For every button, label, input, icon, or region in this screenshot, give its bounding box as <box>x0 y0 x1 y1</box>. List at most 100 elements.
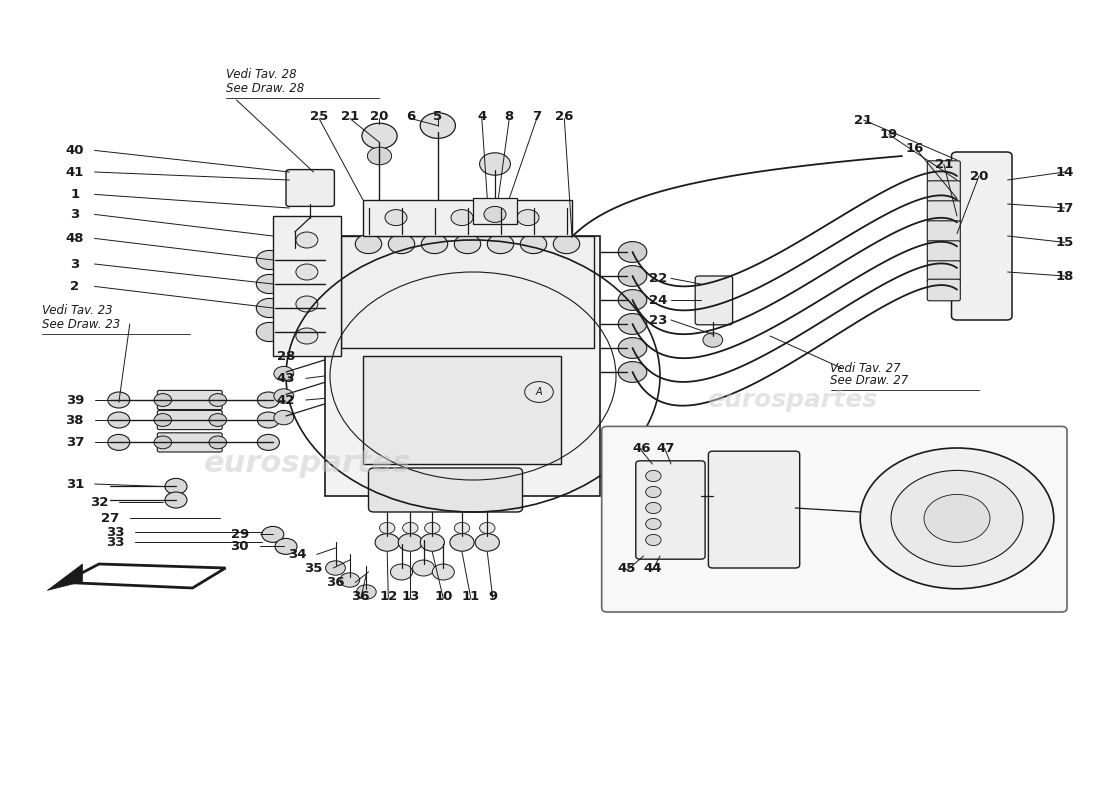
Circle shape <box>420 534 444 551</box>
Circle shape <box>646 502 661 514</box>
FancyBboxPatch shape <box>952 152 1012 320</box>
FancyBboxPatch shape <box>927 201 960 222</box>
Text: 16: 16 <box>906 142 924 154</box>
Text: 41: 41 <box>66 166 84 178</box>
Text: Vedi Tav. 28: Vedi Tav. 28 <box>226 68 296 81</box>
Text: 21: 21 <box>855 114 872 126</box>
Circle shape <box>257 434 279 450</box>
Circle shape <box>209 394 227 406</box>
Text: 9: 9 <box>488 590 497 602</box>
Circle shape <box>296 264 318 280</box>
Circle shape <box>618 338 647 358</box>
Text: 23: 23 <box>649 314 667 326</box>
FancyBboxPatch shape <box>602 426 1067 612</box>
Text: 22: 22 <box>649 272 667 285</box>
Circle shape <box>256 274 283 294</box>
Text: 37: 37 <box>66 436 84 449</box>
Text: 8: 8 <box>505 110 514 122</box>
Polygon shape <box>273 216 341 356</box>
Text: 21: 21 <box>935 158 953 170</box>
Circle shape <box>475 534 499 551</box>
Text: 3: 3 <box>70 208 79 221</box>
Text: 30: 30 <box>231 540 249 553</box>
Circle shape <box>154 414 172 426</box>
FancyBboxPatch shape <box>157 390 222 410</box>
Circle shape <box>385 210 407 226</box>
Text: 6: 6 <box>406 110 415 122</box>
FancyBboxPatch shape <box>368 468 522 512</box>
Polygon shape <box>363 356 561 464</box>
Text: 47: 47 <box>657 442 674 454</box>
Polygon shape <box>324 236 600 496</box>
Circle shape <box>274 389 294 403</box>
Polygon shape <box>341 236 594 348</box>
Text: 36: 36 <box>352 590 370 602</box>
Circle shape <box>703 333 723 347</box>
Text: 3: 3 <box>70 258 79 270</box>
Circle shape <box>618 266 647 286</box>
Text: 48: 48 <box>66 232 84 245</box>
Text: 32: 32 <box>90 496 108 509</box>
Text: 44: 44 <box>644 562 661 574</box>
Text: 40: 40 <box>66 144 84 157</box>
FancyBboxPatch shape <box>927 261 960 282</box>
Text: 34: 34 <box>288 548 306 561</box>
Circle shape <box>108 434 130 450</box>
Text: 13: 13 <box>402 590 419 602</box>
Circle shape <box>362 123 397 149</box>
Text: 14: 14 <box>1056 166 1074 178</box>
Polygon shape <box>473 198 517 224</box>
Text: 11: 11 <box>462 590 480 602</box>
Text: 5: 5 <box>433 110 442 122</box>
Circle shape <box>256 250 283 270</box>
Circle shape <box>257 412 279 428</box>
Circle shape <box>480 522 495 534</box>
Circle shape <box>274 366 294 381</box>
Circle shape <box>154 394 172 406</box>
Text: 36: 36 <box>327 576 344 589</box>
FancyBboxPatch shape <box>927 161 960 182</box>
Circle shape <box>454 522 470 534</box>
Text: 4: 4 <box>477 110 486 122</box>
Polygon shape <box>363 200 572 236</box>
Circle shape <box>451 210 473 226</box>
Circle shape <box>355 234 382 254</box>
Circle shape <box>891 470 1023 566</box>
Circle shape <box>367 147 392 165</box>
Circle shape <box>450 534 474 551</box>
Circle shape <box>421 234 448 254</box>
Text: 21: 21 <box>341 110 359 122</box>
FancyBboxPatch shape <box>286 170 334 206</box>
Text: See Draw. 27: See Draw. 27 <box>830 374 909 386</box>
Circle shape <box>154 436 172 449</box>
Circle shape <box>487 234 514 254</box>
Text: 2: 2 <box>70 280 79 293</box>
Circle shape <box>356 585 376 599</box>
Text: 45: 45 <box>618 562 636 574</box>
Circle shape <box>296 232 318 248</box>
Text: 28: 28 <box>277 350 295 362</box>
Text: 24: 24 <box>649 294 667 306</box>
Text: Vedi Tav. 23: Vedi Tav. 23 <box>42 304 112 317</box>
Text: See Draw. 28: See Draw. 28 <box>226 82 304 94</box>
Text: 20: 20 <box>970 170 988 182</box>
Circle shape <box>257 392 279 408</box>
Circle shape <box>618 314 647 334</box>
Circle shape <box>108 412 130 428</box>
Circle shape <box>454 234 481 254</box>
Text: See Draw. 23: See Draw. 23 <box>42 318 120 330</box>
Circle shape <box>860 448 1054 589</box>
Circle shape <box>256 298 283 318</box>
Circle shape <box>262 526 284 542</box>
FancyBboxPatch shape <box>695 276 733 325</box>
Circle shape <box>275 538 297 554</box>
Circle shape <box>484 206 506 222</box>
Text: Vedi Tav. 27: Vedi Tav. 27 <box>830 362 901 374</box>
Circle shape <box>618 362 647 382</box>
FancyBboxPatch shape <box>636 461 705 559</box>
Text: 7: 7 <box>532 110 541 122</box>
Circle shape <box>379 522 395 534</box>
Text: 27: 27 <box>101 512 119 525</box>
Text: 35: 35 <box>305 562 322 574</box>
Circle shape <box>646 470 661 482</box>
